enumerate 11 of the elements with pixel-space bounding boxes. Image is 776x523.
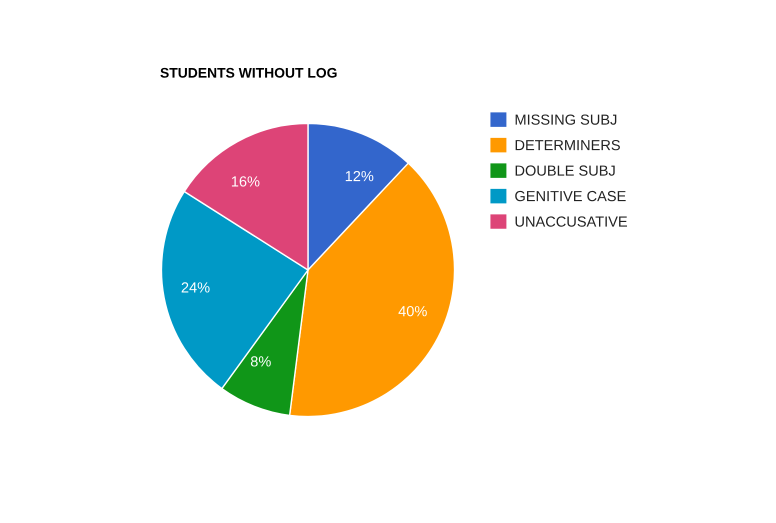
data-label: 12% [346,170,374,182]
data-label: 40% [398,306,427,316]
data-label: 8% [250,356,271,367]
legend-label: MISSING SUBJ [516,114,616,125]
legend-label: DOUBLE SUBJ [516,165,615,176]
chart-title: STUDENTS WITHOUT LOG [160,68,337,78]
legend-label: DETERMINERS [516,140,620,150]
data-label: 16% [232,176,260,187]
data-label: 24% [182,282,210,293]
legend-label: GENITIVE CASE [515,190,626,202]
legend-label: UNACCUSATIVE [516,216,628,227]
